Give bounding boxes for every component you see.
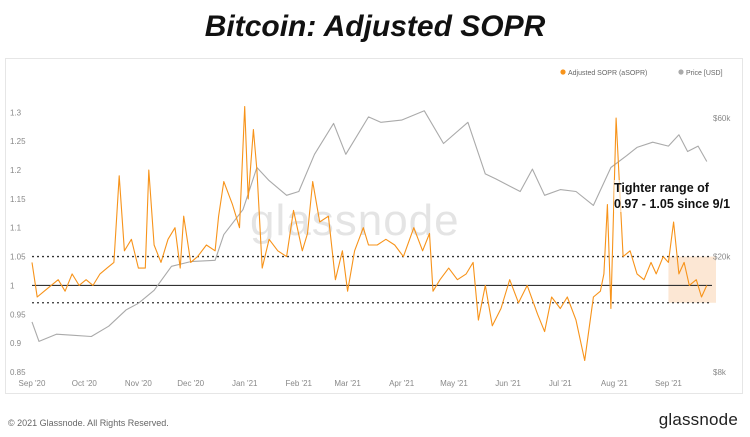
range-annotation: Tighter range of 0.97 - 1.05 since 9/1 [614, 180, 731, 212]
x-tick-label-0: Sep '20 [19, 379, 46, 388]
x-tick-label-5: Feb '21 [286, 379, 313, 388]
x-tick-label-6: Mar '21 [334, 379, 361, 388]
x-tick-label-3: Dec '20 [177, 379, 204, 388]
y-left-tick-label-4: 1.05 [10, 253, 26, 262]
y-right-tick-label-1: $20k [713, 252, 731, 261]
x-tick-label-7: Apr '21 [389, 379, 415, 388]
x-tick-label-9: Jun '21 [495, 379, 521, 388]
watermark: glassnode [250, 196, 460, 245]
legend-sopr-marker [560, 69, 566, 75]
y-left-tick-label-7: 1.2 [10, 166, 22, 175]
y-right-tick-label-0: $8k [713, 368, 727, 377]
annotation-line-2: 0.97 - 1.05 since 9/1 [614, 197, 731, 211]
x-tick-label-12: Sep '21 [655, 379, 682, 388]
x-tick-label-10: Jul '21 [549, 379, 572, 388]
x-tick-label-1: Oct '20 [72, 379, 98, 388]
legend-price-marker [678, 69, 684, 75]
chart-frame [5, 58, 743, 394]
y-left-tick-label-2: 0.95 [10, 310, 26, 319]
sopr-series-line [31, 105, 708, 362]
x-tick-label-4: Jan '21 [232, 379, 258, 388]
y-left-tick-label-3: 1 [10, 281, 15, 290]
copyright-text: © 2021 Glassnode. All Rights Reserved. [8, 418, 169, 428]
y-left-tick-label-9: 1.3 [10, 108, 22, 117]
x-tick-label-8: May '21 [440, 379, 468, 388]
legend-sopr-label: Adjusted SOPR (aSOPR) [568, 70, 647, 77]
y-left-tick-label-6: 1.15 [10, 195, 26, 204]
price-series-line [31, 110, 708, 342]
x-tick-label-2: Nov '20 [125, 379, 152, 388]
legend-price-label: Price [USD] [686, 70, 723, 77]
y-left-tick-label-0: 0.85 [10, 368, 26, 377]
y-left-tick-label-1: 0.9 [10, 339, 22, 348]
chart-title: Bitcoin: Adjusted SOPR [204, 10, 546, 43]
x-tick-label-11: Aug '21 [601, 379, 628, 388]
brand-logo-text: glassnode [658, 410, 738, 429]
annotation-line-1: Tighter range of [614, 181, 709, 195]
highlight-range-box [668, 256, 716, 303]
y-left-tick-label-8: 1.25 [10, 137, 26, 146]
y-right-tick-label-2: $60k [713, 114, 731, 123]
y-left-tick-label-5: 1.1 [10, 224, 22, 233]
